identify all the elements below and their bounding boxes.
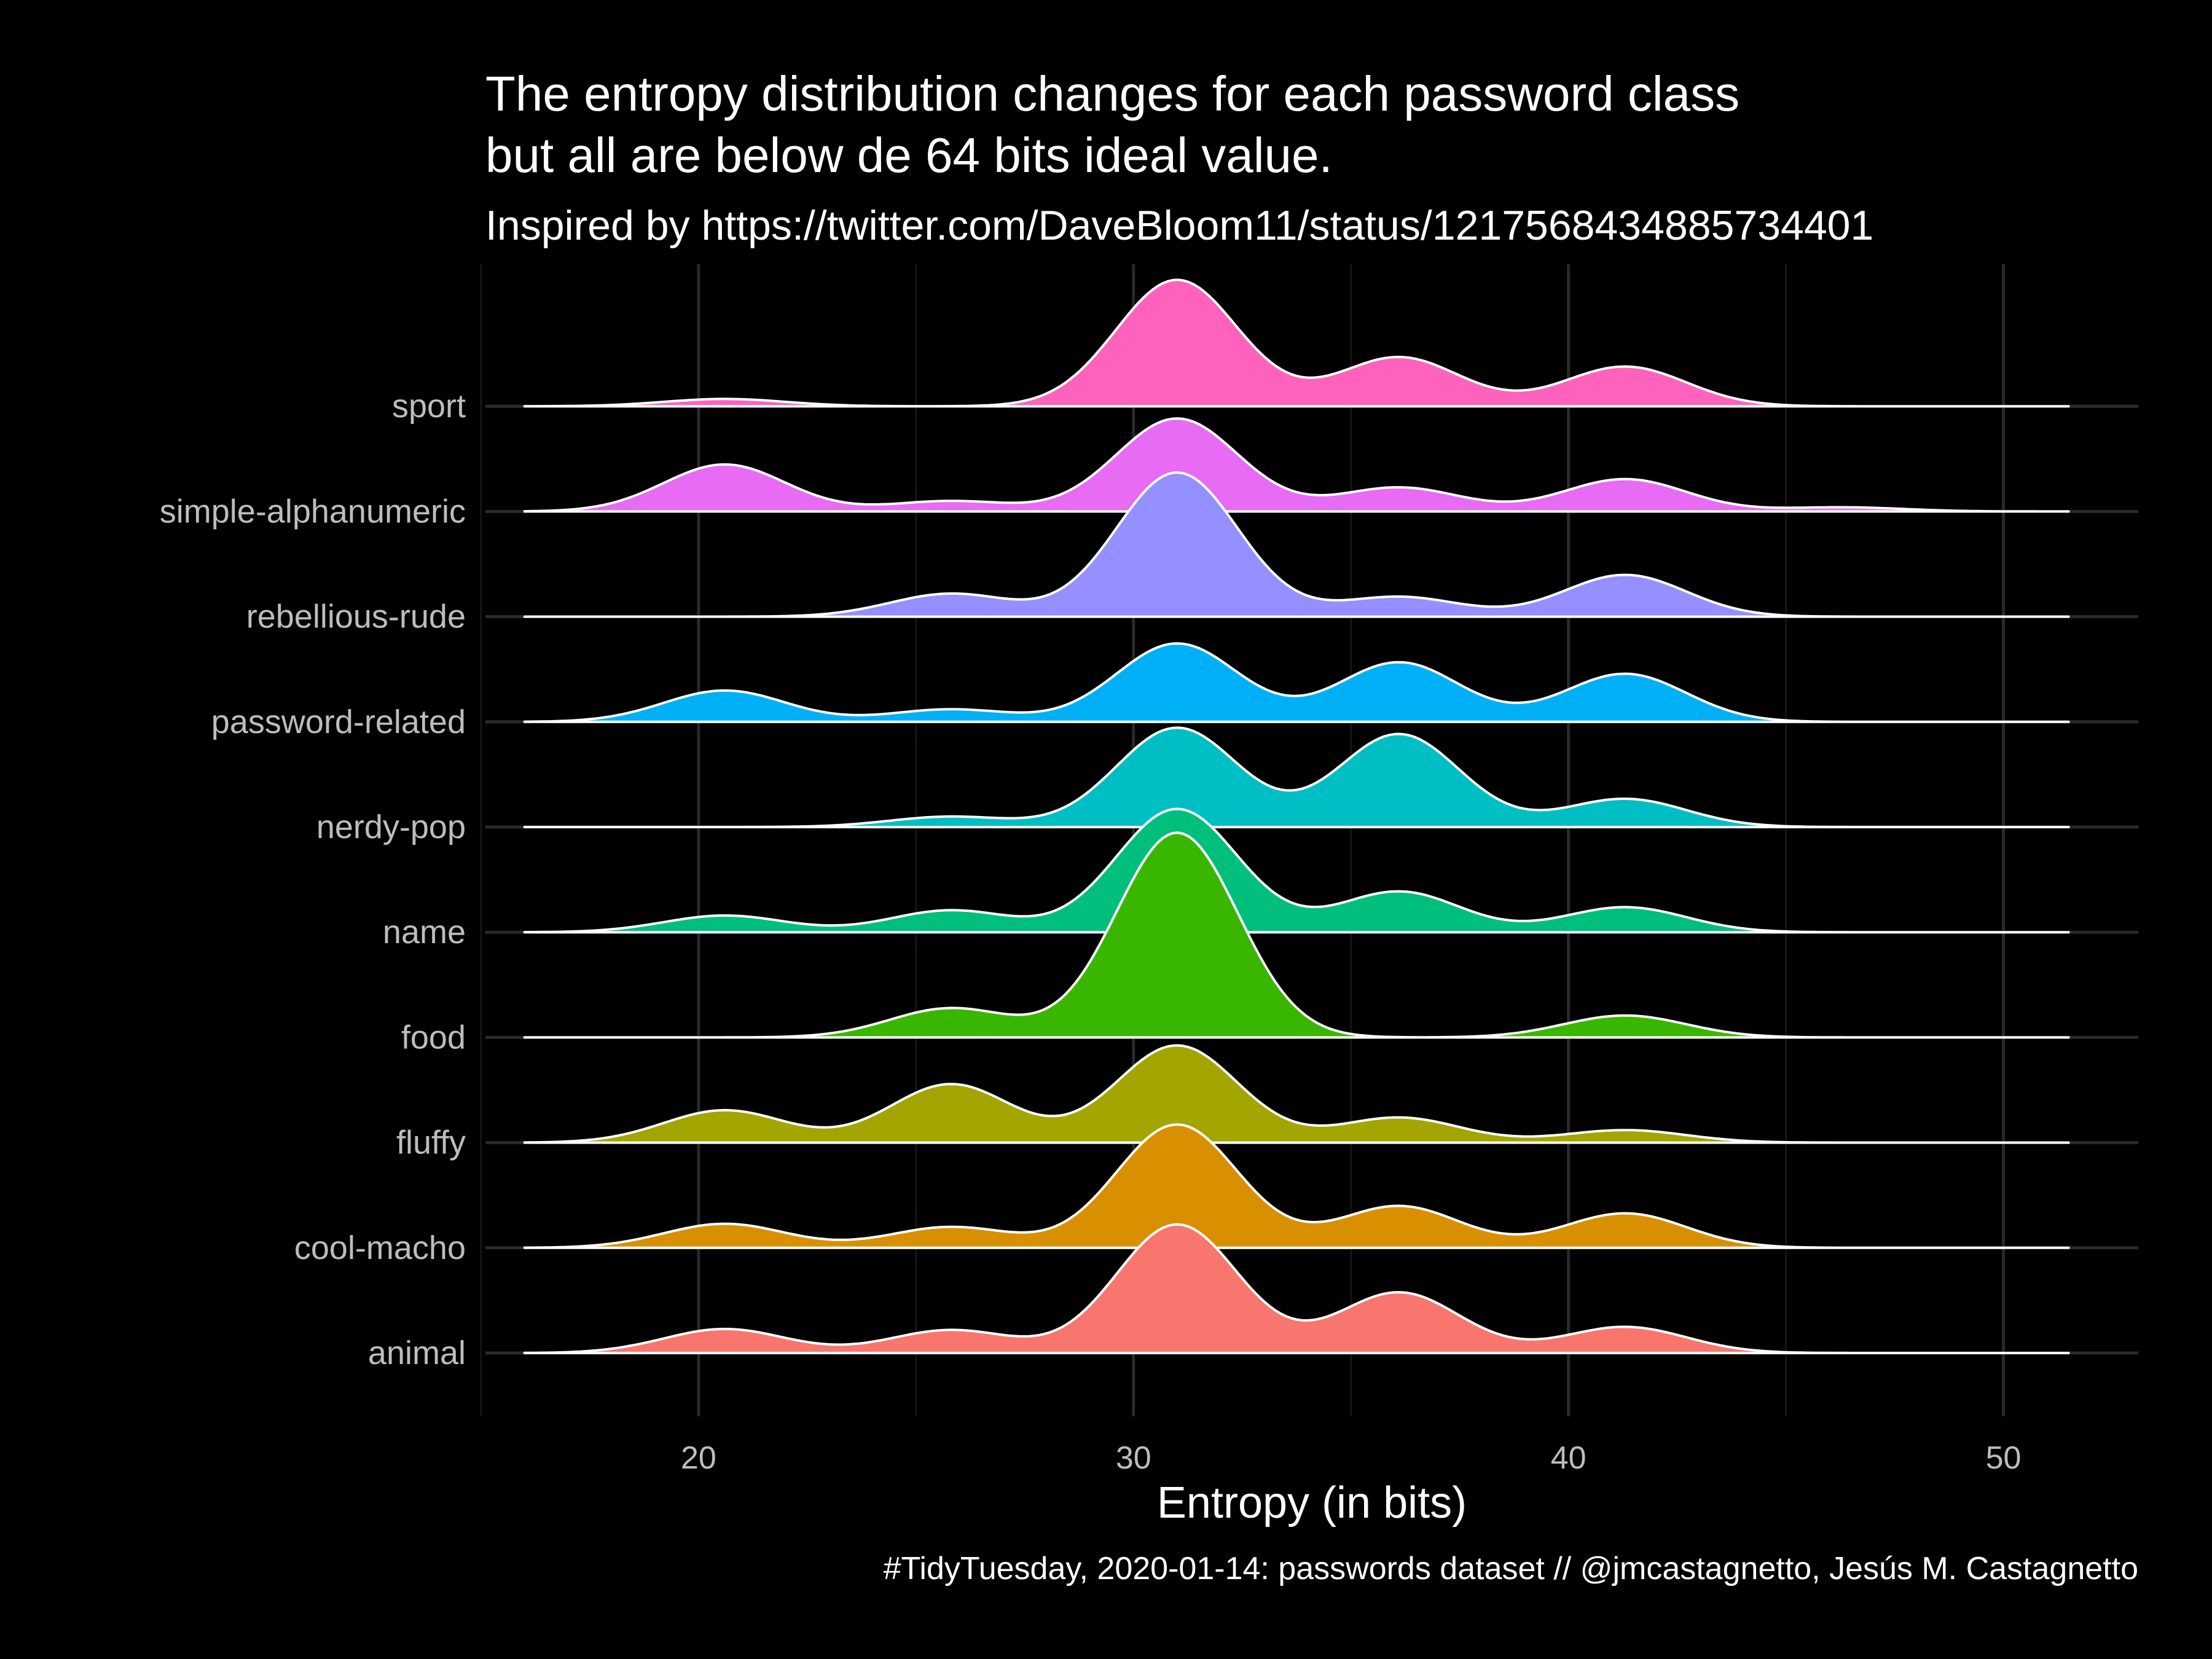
category-label-simple-alphanumeric: simple-alphanumeric — [160, 493, 466, 530]
ridge-fluffy — [523, 1044, 2070, 1144]
ridge-food — [523, 831, 2070, 1039]
category-label-nerdy-pop: nerdy-pop — [316, 809, 466, 845]
x-tick-labels: 20 30 40 50 — [681, 1440, 2022, 1476]
x-tick-label: 30 — [1116, 1440, 1151, 1476]
category-label-name: name — [383, 914, 466, 951]
ridge-cool-macho — [523, 1123, 2070, 1249]
ridge-name — [523, 807, 2070, 934]
ridge-rebellious-rude — [523, 471, 2070, 618]
ridge-animal — [523, 1223, 2070, 1354]
ridge-nerdy-pop — [523, 726, 2070, 828]
x-tick-label: 50 — [1986, 1440, 2022, 1476]
category-label-rebellious-rude: rebellious-rude — [246, 598, 466, 635]
ridge-password-related — [523, 642, 2070, 723]
chart-title-line-1: The entropy distribution changes for eac… — [485, 66, 1739, 121]
chart-subtitle: Inspired by https://twitter.com/DaveBloo… — [485, 202, 1873, 249]
ridge-layer — [523, 278, 2070, 1354]
x-tick-label: 20 — [681, 1440, 716, 1476]
category-label-food: food — [401, 1019, 466, 1056]
ridge-sport — [523, 278, 2070, 408]
chart-title-line-2: but all are below de 64 bits ideal value… — [485, 128, 1333, 182]
ridge-simple-alphanumeric — [523, 417, 2070, 513]
x-tick-label: 40 — [1551, 1440, 1586, 1476]
chart-caption: #TidyTuesday, 2020-01-14: passwords data… — [884, 1551, 2138, 1586]
category-label-sport: sport — [392, 388, 466, 425]
category-label-cool-macho: cool-macho — [294, 1230, 466, 1266]
category-labels: animal cool-macho fluffy food name nerdy-pop p… — [160, 388, 466, 1371]
x-axis-title: Entropy (in bits) — [1157, 1478, 1467, 1528]
category-label-animal: animal — [368, 1335, 466, 1371]
category-label-password-related: password-related — [211, 704, 466, 740]
category-label-fluffy: fluffy — [396, 1124, 466, 1161]
